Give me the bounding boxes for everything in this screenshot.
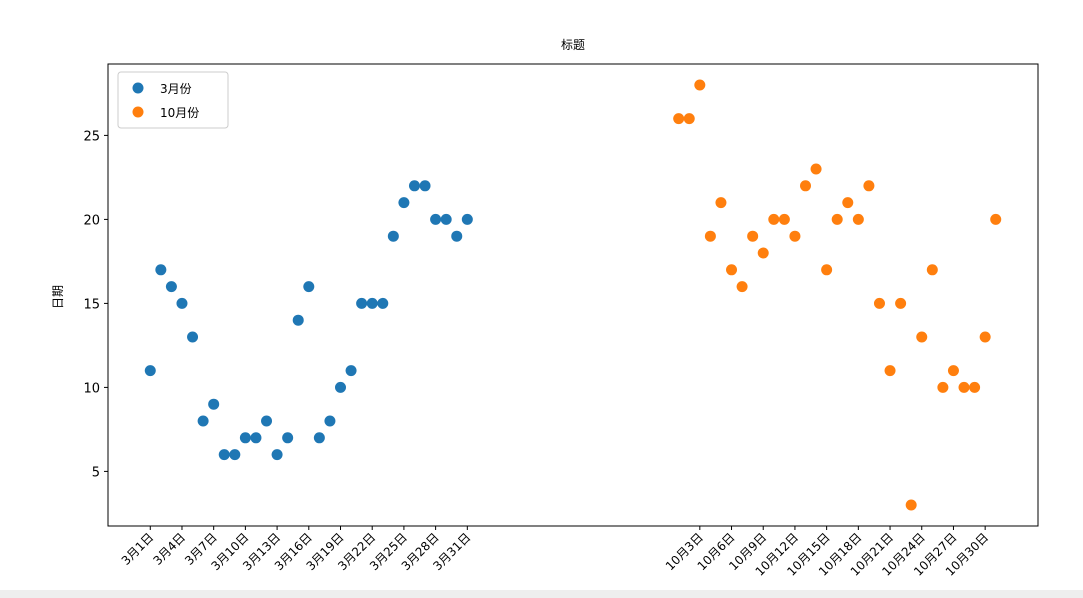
point xyxy=(419,180,431,192)
point xyxy=(937,381,949,393)
plot-frame xyxy=(107,63,1039,527)
point xyxy=(873,297,885,309)
point xyxy=(165,281,177,293)
point xyxy=(208,398,220,410)
point xyxy=(387,230,399,242)
point xyxy=(430,213,442,225)
point xyxy=(366,297,378,309)
point xyxy=(408,180,420,192)
point xyxy=(747,230,759,242)
point xyxy=(440,213,452,225)
legend-label: 3月份 xyxy=(160,82,192,96)
point xyxy=(250,432,262,444)
point xyxy=(715,197,727,209)
point xyxy=(197,415,209,427)
point xyxy=(736,281,748,293)
point xyxy=(789,230,801,242)
point xyxy=(947,365,959,377)
point xyxy=(863,180,875,192)
x-tick-label: 3月4日 xyxy=(150,530,188,568)
chart-title: 标题 xyxy=(561,38,585,52)
point xyxy=(958,381,970,393)
point xyxy=(969,381,981,393)
point xyxy=(218,449,230,461)
point xyxy=(704,230,716,242)
point xyxy=(451,230,463,242)
point xyxy=(356,297,368,309)
point xyxy=(926,264,938,276)
point xyxy=(990,213,1002,225)
legend-label: 10月份 xyxy=(160,106,199,120)
point xyxy=(778,213,790,225)
point xyxy=(239,432,251,444)
point xyxy=(884,365,896,377)
point xyxy=(282,432,294,444)
point xyxy=(916,331,928,343)
point xyxy=(683,113,695,125)
y-tick-label: 10 xyxy=(83,381,100,396)
point xyxy=(303,281,315,293)
legend-box xyxy=(117,71,229,129)
point xyxy=(261,415,273,427)
point xyxy=(852,213,864,225)
point xyxy=(768,213,780,225)
legend-marker xyxy=(132,106,144,118)
point xyxy=(398,197,410,209)
y-tick-label: 25 xyxy=(83,129,100,144)
point xyxy=(324,415,336,427)
point xyxy=(895,297,907,309)
point xyxy=(313,432,325,444)
point xyxy=(694,79,706,91)
point xyxy=(905,499,917,511)
point xyxy=(335,381,346,393)
point xyxy=(726,264,738,276)
point xyxy=(155,264,167,276)
y-tick-label: 20 xyxy=(83,213,100,228)
point xyxy=(176,297,188,309)
point xyxy=(377,297,389,309)
point xyxy=(810,163,822,175)
point xyxy=(292,314,304,326)
bottom-bar xyxy=(0,590,1083,598)
point xyxy=(800,180,811,192)
point xyxy=(345,365,357,377)
y-tick-label: 15 xyxy=(83,297,100,312)
point xyxy=(757,247,769,259)
legend-marker xyxy=(132,82,144,94)
y-tick-label: 5 xyxy=(92,465,100,480)
point xyxy=(831,213,843,225)
point xyxy=(229,449,241,461)
point xyxy=(821,264,833,276)
x-tick-label: 3月1日 xyxy=(119,530,157,568)
point xyxy=(979,331,991,343)
point xyxy=(673,113,685,125)
y-axis-label: 日期 xyxy=(51,285,65,309)
point xyxy=(842,197,854,209)
point xyxy=(144,365,156,377)
point xyxy=(187,331,199,343)
point xyxy=(271,449,283,461)
point xyxy=(461,213,473,225)
